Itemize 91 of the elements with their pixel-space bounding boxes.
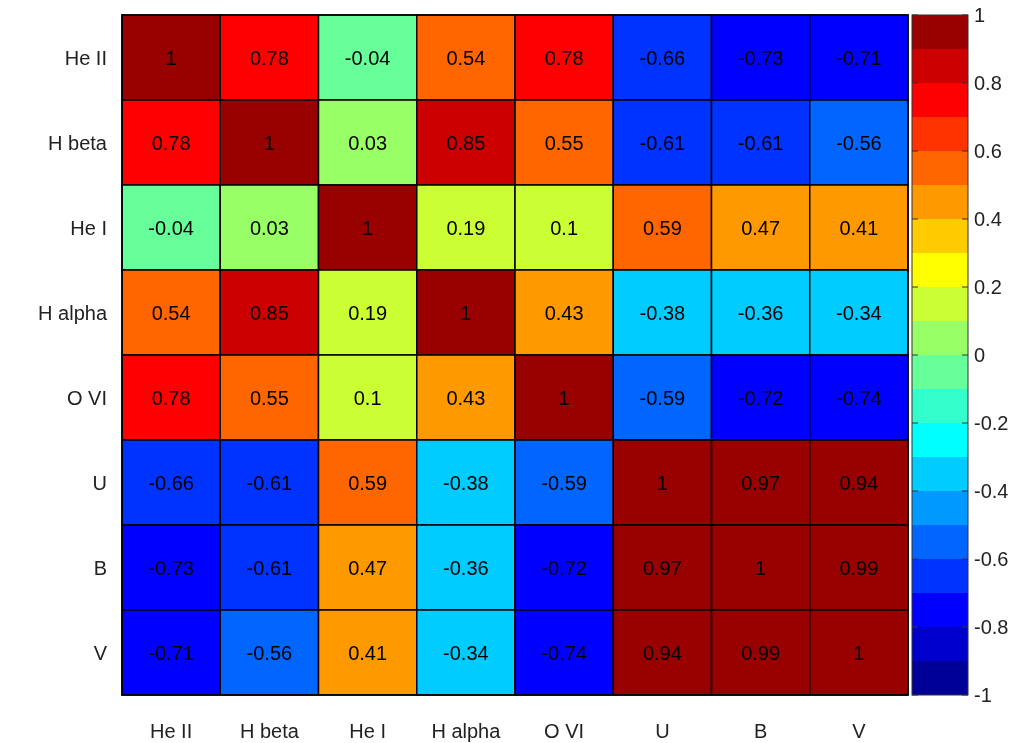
data-label: -0.72 bbox=[737, 386, 784, 409]
x-tick-label: H beta bbox=[239, 720, 300, 742]
data-label: 0.03 bbox=[249, 216, 289, 239]
data-label: -0.04 bbox=[344, 46, 391, 69]
color-bar-label: 0 bbox=[974, 344, 986, 366]
x-tick-label: He I bbox=[349, 720, 386, 742]
data-label: 0.55 bbox=[249, 386, 289, 409]
data-label: -0.66 bbox=[639, 46, 686, 69]
data-label: 0.94 bbox=[839, 471, 879, 494]
y-tick-label: H beta bbox=[48, 131, 108, 154]
data-label: 0.1 bbox=[550, 216, 579, 239]
data-label: 0.55 bbox=[544, 131, 584, 154]
data-label: 0.99 bbox=[741, 641, 781, 664]
y-tick-label: U bbox=[92, 471, 107, 494]
color-bar-label: 0.8 bbox=[974, 72, 1002, 94]
data-label: 0.99 bbox=[839, 556, 879, 579]
data-label: 0.59 bbox=[348, 471, 388, 494]
data-label: 0.78 bbox=[544, 46, 584, 69]
data-label: -0.61 bbox=[737, 131, 784, 154]
x-tick-label: O VI bbox=[544, 720, 585, 742]
data-label: 0.1 bbox=[353, 386, 382, 409]
data-label: -0.71 bbox=[836, 46, 882, 69]
data-label: 0.41 bbox=[839, 216, 879, 239]
color-bar-label: -0.6 bbox=[974, 548, 1009, 570]
y-tick-label: He II bbox=[64, 46, 107, 69]
data-label: 0.54 bbox=[446, 46, 486, 69]
data-label: -0.73 bbox=[148, 556, 194, 579]
data-label: -0.36 bbox=[443, 556, 489, 579]
data-label: 1 bbox=[558, 386, 570, 409]
x-tick-label: U bbox=[655, 720, 670, 742]
data-label: -0.38 bbox=[443, 471, 489, 494]
y-tick-label: B bbox=[93, 556, 107, 579]
x-tick-label: V bbox=[852, 720, 867, 742]
color-bar-label: 0.4 bbox=[974, 208, 1002, 230]
x-tick-label: H alpha bbox=[431, 720, 502, 742]
data-label: 0.43 bbox=[544, 301, 584, 324]
data-label: -0.72 bbox=[541, 556, 587, 579]
data-label: 0.97 bbox=[741, 471, 781, 494]
data-label: 0.47 bbox=[741, 216, 781, 239]
data-label: 1 bbox=[853, 641, 865, 664]
color-bar-label: -0.2 bbox=[974, 412, 1009, 434]
data-label: 0.41 bbox=[348, 641, 388, 664]
data-label: -0.61 bbox=[246, 556, 293, 579]
data-label: -0.66 bbox=[148, 471, 194, 494]
data-label: -0.34 bbox=[836, 301, 882, 324]
data-label: 1 bbox=[165, 46, 177, 69]
data-label: 1 bbox=[656, 471, 668, 494]
data-label: 0.47 bbox=[348, 556, 388, 579]
data-label: -0.71 bbox=[148, 641, 194, 664]
data-label: 0.19 bbox=[348, 301, 388, 324]
color-bar-label: 0.6 bbox=[974, 140, 1002, 162]
data-label: -0.04 bbox=[148, 216, 194, 239]
y-tick-label: H alpha bbox=[38, 301, 108, 324]
data-label: 0.97 bbox=[642, 556, 682, 579]
color-bar-label: 0.2 bbox=[974, 276, 1002, 298]
y-tick-label: O VI bbox=[66, 386, 107, 409]
data-label: 0.85 bbox=[249, 301, 289, 324]
data-label: -0.74 bbox=[541, 641, 587, 664]
data-label: -0.61 bbox=[246, 471, 293, 494]
data-label: -0.59 bbox=[639, 386, 686, 409]
x-tick-label: He II bbox=[150, 720, 193, 742]
x-tick-label: B bbox=[753, 720, 768, 742]
data-label: 0.03 bbox=[348, 131, 388, 154]
data-label: 0.54 bbox=[151, 301, 191, 324]
data-label: -0.36 bbox=[737, 301, 784, 324]
data-label: -0.61 bbox=[639, 131, 686, 154]
data-label: -0.59 bbox=[541, 471, 587, 494]
data-label: -0.74 bbox=[836, 386, 882, 409]
data-label: -0.38 bbox=[639, 301, 686, 324]
data-label: 0.19 bbox=[446, 216, 486, 239]
data-label: 0.59 bbox=[642, 216, 682, 239]
color-bar-label: -1 bbox=[974, 684, 992, 706]
color-bar-label: -0.8 bbox=[974, 616, 1009, 638]
data-label: -0.73 bbox=[737, 46, 784, 69]
data-label: -0.56 bbox=[246, 641, 293, 664]
data-label: 0.78 bbox=[249, 46, 289, 69]
data-label: 1 bbox=[263, 131, 275, 154]
data-label: 0.94 bbox=[642, 641, 682, 664]
y-tick-label: V bbox=[93, 641, 108, 664]
y-tick-label: He I bbox=[70, 216, 107, 239]
data-label: 0.85 bbox=[446, 131, 486, 154]
data-label: 1 bbox=[362, 216, 374, 239]
data-label: 0.78 bbox=[151, 386, 191, 409]
data-label: 0.43 bbox=[446, 386, 486, 409]
data-label: 0.78 bbox=[151, 131, 191, 154]
color-bar-label: 1 bbox=[974, 4, 986, 26]
color-bar-label: -0.4 bbox=[974, 480, 1009, 502]
data-label: 1 bbox=[755, 556, 767, 579]
data-label: -0.34 bbox=[443, 641, 489, 664]
data-label: 1 bbox=[460, 301, 472, 324]
data-label: -0.56 bbox=[836, 131, 882, 154]
